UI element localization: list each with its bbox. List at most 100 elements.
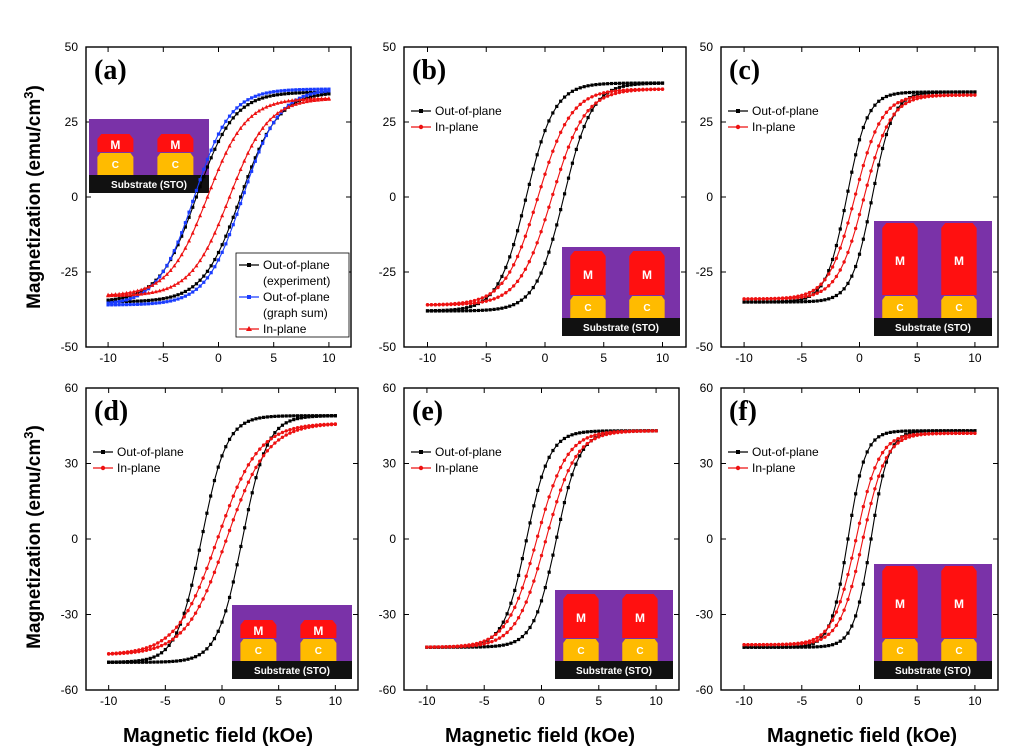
data-point [197,653,201,657]
y-tick-label: -25 [696,265,714,279]
data-point [120,291,125,296]
data-point [884,460,889,464]
data-point [598,98,602,102]
y-axis-title-bottom: Magnetization (emu/cm3) [21,425,45,649]
y-axis-title-top: Magnetization (emu/cm3) [21,85,45,309]
data-point [327,87,331,91]
data-point [627,429,632,433]
data-point [250,491,254,495]
data-point [539,185,543,189]
data-point [258,459,262,463]
substrate-layer [232,661,352,679]
data-point [513,640,517,644]
data-point [161,275,166,280]
data-point [777,645,781,649]
data-point [509,641,513,645]
data-point [620,429,624,434]
data-point [946,93,950,97]
data-point [205,276,210,280]
data-point [750,645,754,649]
data-point [570,89,575,93]
data-point [213,257,217,262]
data-point [838,227,842,231]
data-point [631,429,635,433]
data-point [857,474,862,478]
data-point [857,521,862,525]
data-point [182,627,186,631]
data-point [594,83,598,87]
data-point [114,651,118,655]
core-pillar [622,639,658,661]
data-point [819,637,823,641]
data-point [923,94,927,98]
data-point [508,304,512,308]
data-point [500,293,504,297]
substrate-label: Substrate (STO) [576,666,652,677]
data-point [616,430,620,434]
data-point [154,301,158,305]
data-point [314,423,319,427]
data-point [220,250,224,254]
x-tick-label: 10 [656,351,670,365]
data-point [884,132,889,137]
data-point [223,204,228,209]
data-point [316,90,320,95]
data-point [761,645,765,649]
data-point [777,296,781,301]
data-point [280,414,285,418]
data-point [516,596,521,600]
data-point [551,237,555,241]
data-point [299,416,303,420]
data-point [519,245,524,249]
data-point [656,87,661,91]
data-point [176,258,181,263]
data-point [850,624,854,628]
data-point [246,180,250,184]
data-point [861,198,866,202]
data-point [593,436,597,441]
data-point [249,114,254,118]
data-point [597,435,601,439]
data-point [234,176,239,180]
data-point [172,250,176,255]
data-point [194,188,199,193]
series-in-plane [425,429,658,649]
data-point [448,644,452,649]
data-point [273,434,277,439]
data-point [292,426,296,431]
data-point [877,435,881,439]
data-point [900,99,904,103]
data-point [110,660,115,664]
data-point [586,115,590,120]
core-pillar [570,296,606,318]
data-point [110,298,114,302]
y-tick-label: 60 [65,381,79,395]
data-point [585,430,589,434]
data-point [496,307,500,311]
data-point [531,210,535,215]
data-point [942,93,946,97]
data-point [842,234,846,238]
data-point [834,610,839,614]
data-point [198,213,203,218]
data-point [515,301,520,305]
data-point [911,95,916,100]
data-point [254,465,258,470]
data-point [231,223,235,227]
data-point [954,429,958,433]
data-point [310,423,315,428]
data-point [846,597,850,602]
data-point [216,222,221,227]
data-point [243,421,247,425]
data-point [915,432,919,437]
data-point [161,300,165,304]
data-point [838,600,842,604]
data-point [242,191,246,195]
data-point [304,99,309,104]
substrate-layer [874,661,992,679]
data-point [850,274,854,278]
magnet-block [97,134,134,152]
data-point [235,507,239,512]
data-point [555,500,559,504]
data-point [838,617,842,621]
